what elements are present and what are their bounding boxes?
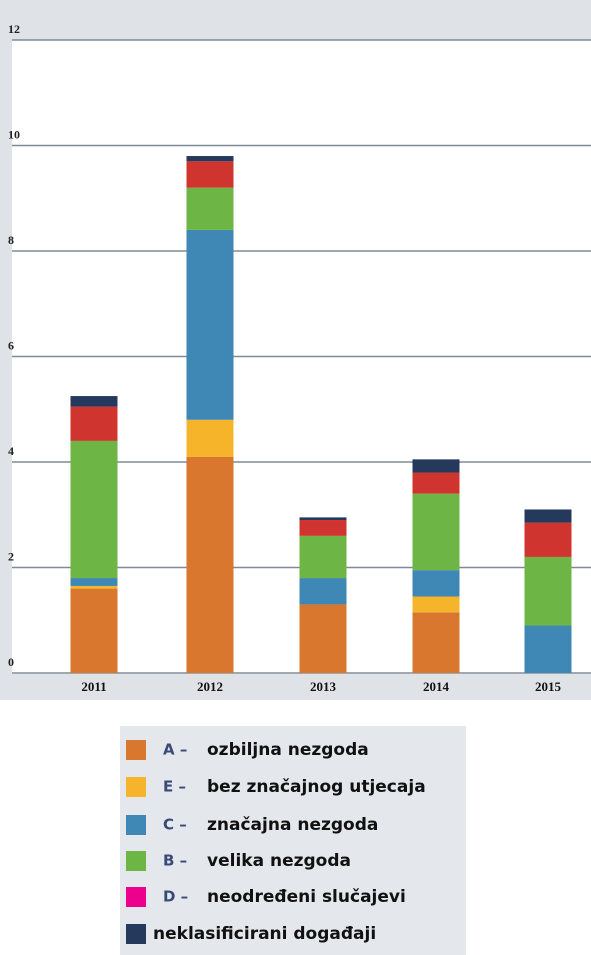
legend-swatch bbox=[126, 887, 146, 907]
legend-code: C – bbox=[163, 816, 187, 834]
bar-segment bbox=[70, 588, 118, 673]
bar-segment bbox=[524, 556, 572, 626]
bar-segment bbox=[524, 522, 572, 557]
x-tick-label: 2012 bbox=[197, 679, 223, 694]
bar-segment bbox=[299, 535, 347, 579]
legend-box bbox=[120, 726, 466, 955]
legend-label: ozbiljna nezgoda bbox=[207, 740, 369, 760]
bar-segment bbox=[412, 596, 460, 613]
bar-segment bbox=[412, 570, 460, 597]
bar-segment bbox=[524, 625, 572, 673]
legend-code: D – bbox=[163, 888, 188, 906]
legend-swatch bbox=[126, 851, 146, 871]
bar-segment bbox=[524, 509, 572, 523]
legend-label: bez značajnog utjecaja bbox=[207, 777, 426, 797]
left-band bbox=[0, 0, 12, 700]
y-tick-label: 0 bbox=[8, 655, 14, 669]
legend-label: velika nezgoda bbox=[207, 851, 351, 871]
axis-band bbox=[0, 674, 591, 700]
legend-code: A – bbox=[163, 741, 187, 759]
legend-swatch bbox=[126, 924, 146, 944]
x-tick-label: 2013 bbox=[310, 679, 337, 694]
bar-segment bbox=[299, 604, 347, 673]
legend-label: neodređeni slučajevi bbox=[207, 887, 406, 907]
bar-segment bbox=[412, 459, 460, 473]
bar-segment bbox=[299, 517, 347, 521]
x-tick-label: 2014 bbox=[423, 679, 450, 694]
bar-segment bbox=[186, 156, 234, 162]
bar-segment bbox=[70, 440, 118, 579]
bar-segment bbox=[299, 520, 347, 536]
y-tick-label: 12 bbox=[8, 22, 20, 36]
legend-label: značajna nezgoda bbox=[207, 815, 378, 835]
bar-segment bbox=[412, 612, 460, 673]
legend-code: E – bbox=[163, 778, 186, 796]
legend-code: B – bbox=[163, 852, 187, 870]
y-tick-label: 4 bbox=[8, 444, 14, 458]
y-tick-label: 10 bbox=[8, 127, 20, 141]
legend-label: neklasificirani događaji bbox=[153, 924, 376, 944]
top-band bbox=[0, 0, 591, 40]
bar-segment bbox=[70, 406, 118, 441]
legend-swatch bbox=[126, 815, 146, 835]
bar-segment bbox=[186, 419, 234, 457]
bar-segment bbox=[186, 229, 234, 420]
y-tick-label: 8 bbox=[8, 233, 14, 247]
x-tick-label: 2015 bbox=[535, 679, 562, 694]
bar-segment bbox=[299, 578, 347, 605]
bar-segment bbox=[412, 472, 460, 494]
legend-swatch bbox=[126, 777, 146, 797]
bar-segment bbox=[412, 493, 460, 571]
bar-segment bbox=[70, 396, 118, 407]
y-tick-label: 2 bbox=[8, 549, 14, 563]
bar-segment bbox=[70, 578, 118, 586]
bar-segment bbox=[186, 456, 234, 673]
legend-swatch bbox=[126, 740, 146, 760]
y-tick-label: 6 bbox=[8, 338, 14, 352]
x-tick-label: 2011 bbox=[81, 679, 106, 694]
bar-segment bbox=[186, 187, 234, 230]
bar-segment bbox=[186, 161, 234, 188]
bar-segment bbox=[70, 585, 118, 589]
